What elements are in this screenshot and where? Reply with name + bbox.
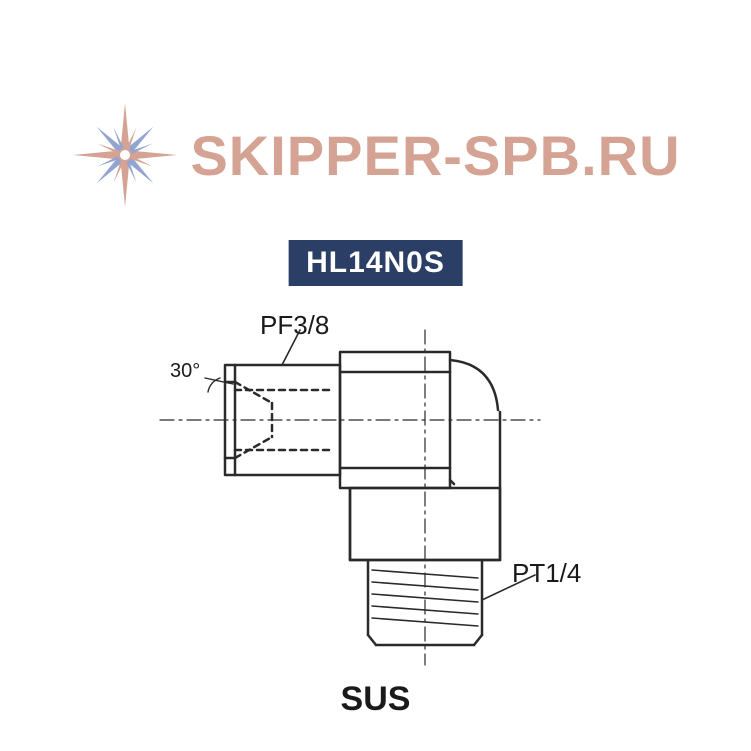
watermark: SKIPPER-SPB.RU [0,100,751,210]
material-label: SUS [341,680,411,719]
fitting-drawing [0,300,751,680]
compass-star-icon [70,100,180,210]
part-number-text: HL14N0S [306,246,445,279]
part-number-box: HL14N0S [288,240,463,286]
watermark-text: SKIPPER-SPB.RU [190,123,680,188]
